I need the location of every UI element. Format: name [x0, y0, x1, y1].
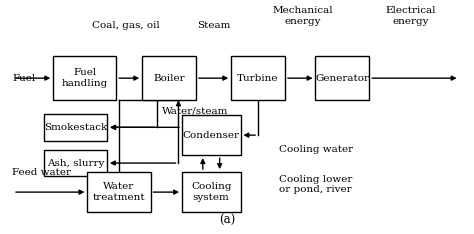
Bar	[44, 114, 107, 141]
Text: Fuel
handling: Fuel handling	[62, 69, 108, 88]
Text: Ash, slurry: Ash, slurry	[47, 159, 104, 168]
Bar	[53, 56, 117, 100]
Text: Steam: Steam	[197, 21, 230, 30]
Text: Electrical
energy: Electrical energy	[385, 6, 436, 26]
Text: Mechanical
energy: Mechanical energy	[272, 6, 333, 26]
Text: Fuel: Fuel	[12, 74, 36, 83]
Text: Cooling
system: Cooling system	[191, 183, 231, 202]
Bar	[316, 56, 369, 100]
Bar	[142, 56, 196, 100]
Text: Feed water: Feed water	[12, 168, 71, 176]
Text: Generator: Generator	[315, 74, 369, 83]
Text: Water
treatment: Water treatment	[92, 183, 145, 202]
Text: Condenser: Condenser	[183, 131, 240, 140]
Bar	[44, 150, 107, 176]
Text: Cooling water: Cooling water	[279, 145, 353, 154]
Text: (a): (a)	[219, 214, 236, 227]
Text: Coal, gas, oil: Coal, gas, oil	[91, 21, 159, 30]
Bar	[87, 172, 151, 212]
Bar	[182, 115, 240, 155]
Text: Turbine: Turbine	[237, 74, 279, 83]
Bar	[182, 172, 240, 212]
Text: Cooling lower
or pond, river: Cooling lower or pond, river	[279, 175, 353, 194]
Bar	[231, 56, 285, 100]
Text: Smokestack: Smokestack	[44, 123, 107, 132]
Text: Boiler: Boiler	[153, 74, 185, 83]
Text: Water/steam: Water/steam	[162, 106, 228, 115]
